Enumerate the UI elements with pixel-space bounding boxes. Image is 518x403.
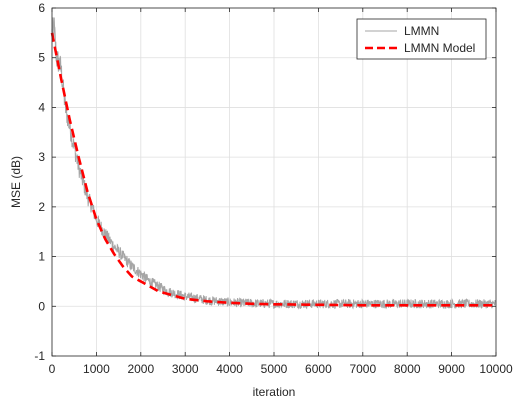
x-tick-label: 0 bbox=[49, 362, 56, 376]
legend: LMMN LMMN Model bbox=[356, 18, 487, 60]
x-tick-label: 6000 bbox=[305, 362, 332, 376]
legend-label-lmmn: LMMN bbox=[404, 24, 439, 38]
x-tick-label: 1000 bbox=[83, 362, 110, 376]
x-tick-label: 10000 bbox=[479, 362, 513, 376]
y-tick-label: 2 bbox=[38, 200, 45, 214]
legend-box bbox=[356, 18, 487, 60]
series-line-lmmn bbox=[51, 17, 497, 310]
y-tick-label: 0 bbox=[38, 299, 45, 313]
y-tick-label: -1 bbox=[34, 349, 45, 363]
x-tick-label: 9000 bbox=[438, 362, 465, 376]
x-tick-label: 8000 bbox=[394, 362, 421, 376]
y-tick-label: 3 bbox=[38, 150, 45, 164]
y-tick-label: 6 bbox=[38, 1, 45, 15]
x-tick-label: 7000 bbox=[349, 362, 376, 376]
legend-label-lmmn-model: LMMN Model bbox=[404, 41, 475, 55]
x-tick-label: 4000 bbox=[216, 362, 243, 376]
x-tick-label: 5000 bbox=[261, 362, 288, 376]
x-tick-label: 3000 bbox=[172, 362, 199, 376]
ticks: 0 1000 2000 3000 4000 5000 6000 7000 8000 9000 100… bbox=[34, 1, 513, 376]
series-layer bbox=[50, 17, 497, 310]
y-tick-label: 1 bbox=[38, 250, 45, 264]
x-axis-label: iteration bbox=[253, 385, 296, 399]
x-tick-label: 2000 bbox=[127, 362, 154, 376]
y-tick-label: 4 bbox=[38, 100, 45, 114]
series-line-lmmn-model bbox=[50, 32, 496, 307]
y-axis-label: MSE (dB) bbox=[9, 156, 23, 208]
y-tick-label: 5 bbox=[38, 51, 45, 65]
